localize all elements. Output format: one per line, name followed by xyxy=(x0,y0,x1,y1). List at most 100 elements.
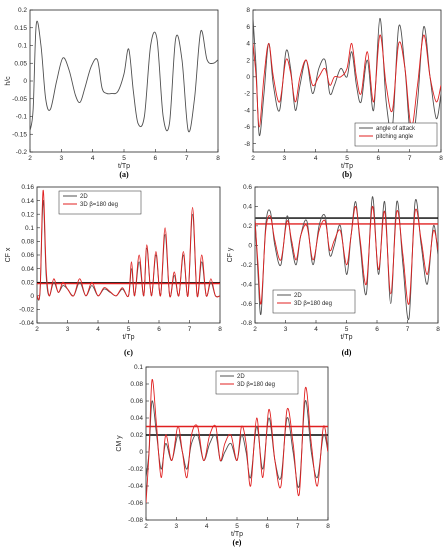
y-tick-label: -0.05 xyxy=(12,96,27,103)
legend: angle of attack pitching angle xyxy=(354,122,438,147)
panel-label: (c) xyxy=(124,348,133,357)
x-tick-label: 3 xyxy=(60,155,64,162)
plot-frame xyxy=(29,9,219,153)
x-tick-label: 7 xyxy=(408,155,412,162)
x-tick-label: 6 xyxy=(154,155,158,162)
x-tick-label: 5 xyxy=(127,326,131,333)
y-tick-label: 0 xyxy=(30,293,34,300)
legend-label: 3D β=180 deg xyxy=(237,382,275,388)
y-tick-label: 0.06 xyxy=(21,252,34,259)
y-tick-label: 6 xyxy=(246,24,250,31)
legend-label: angle of attack xyxy=(376,126,416,132)
y-tick-label: 0.4 xyxy=(243,204,252,211)
x-tick-label: 8 xyxy=(326,523,330,530)
y-tick-label: -6 xyxy=(244,124,250,131)
x-tick-label: 8 xyxy=(436,326,440,333)
y-tick-label: 0.14 xyxy=(21,198,34,205)
series-line-1 xyxy=(255,196,438,321)
y-tick-label: 0.04 xyxy=(21,266,34,273)
x-tick-label: 4 xyxy=(314,326,318,333)
y-tick-label: 4 xyxy=(246,41,250,48)
y-tick-label: 0.12 xyxy=(21,211,34,218)
y-tick-label: 0.02 xyxy=(130,432,143,439)
panel-label: (b) xyxy=(342,170,352,179)
x-tick-label: 4 xyxy=(314,155,318,162)
y-axis-label: h/c xyxy=(5,76,12,86)
y-tick-label: 0.6 xyxy=(243,184,252,191)
y-tick-label: -0.04 xyxy=(19,320,34,327)
x-tick-label: 3 xyxy=(175,523,179,530)
x-tick-label: 2 xyxy=(253,326,257,333)
y-tick-label: 0.16 xyxy=(21,184,34,191)
y-tick-label: 0.1 xyxy=(25,225,34,232)
legend-box xyxy=(272,289,356,314)
x-tick-label: 5 xyxy=(235,523,239,530)
y-tick-label: -0.2 xyxy=(16,149,28,156)
y-axis-label: CM y xyxy=(116,435,123,452)
y-tick-label: 0 xyxy=(23,78,27,85)
x-tick-label: 4 xyxy=(205,523,209,530)
y-tick-label: -0.1 xyxy=(16,114,28,121)
y-tick-label: -0.02 xyxy=(19,307,34,314)
legend: 2D 3D β=180 deg xyxy=(58,190,142,215)
x-tick-label: 4 xyxy=(91,155,95,162)
y-tick-label: -0.02 xyxy=(128,466,143,473)
legend: 2D 3D β=180 deg xyxy=(272,289,356,314)
chart-b: 2 3 4 5 6 7 8 -8 -6 -4 -2 0 2 4 6 8 t/Tp angle of attack p… xyxy=(244,7,443,179)
y-tick-label: 0.05 xyxy=(14,60,27,67)
x-tick-label: 3 xyxy=(66,326,70,333)
x-tick-label: 5 xyxy=(345,155,349,162)
x-tick-label: 3 xyxy=(283,155,287,162)
x-tick-label: 6 xyxy=(157,326,161,333)
legend-box xyxy=(58,190,142,215)
legend-label: 2D xyxy=(80,194,88,200)
legend-label: 2D xyxy=(237,374,245,380)
x-tick-label: 2 xyxy=(251,155,255,162)
y-tick-label: 0 xyxy=(139,449,143,456)
x-axis-label: t/Tp xyxy=(231,531,243,538)
y-tick-label: 2 xyxy=(246,57,250,64)
y-tick-label: -4 xyxy=(244,107,250,114)
x-tick-label: 2 xyxy=(144,523,148,530)
x-tick-label: 8 xyxy=(218,326,222,333)
legend-label: 2D xyxy=(294,293,302,299)
y-tick-label: -0.04 xyxy=(128,483,143,490)
y-tick-label: -0.6 xyxy=(241,301,253,308)
y-tick-label: 0.08 xyxy=(130,381,143,388)
chart-c: 2 3 4 5 6 7 8 -0.04 -0.02 0 0.02 0.04 0.06 0.08 0.1 0.1… xyxy=(5,184,222,357)
legend-label: 3D β=180 deg xyxy=(80,202,118,208)
y-tick-label: 0.2 xyxy=(18,7,27,14)
x-tick-label: 7 xyxy=(188,326,192,333)
y-tick-label: 0.2 xyxy=(243,223,252,230)
x-axis-label: t/Tp xyxy=(122,334,134,341)
x-tick-label: 5 xyxy=(122,155,126,162)
y-tick-label: -0.15 xyxy=(12,131,27,138)
x-tick-label: 7 xyxy=(185,155,189,162)
y-axis-label: CF y xyxy=(227,247,234,262)
legend-box xyxy=(215,370,299,395)
series-line-2 xyxy=(37,189,220,301)
x-tick-label: 7 xyxy=(296,523,300,530)
y-tick-label: -0.2 xyxy=(241,262,253,269)
x-tick-label: 8 xyxy=(216,155,220,162)
panel-label: (e) xyxy=(233,538,242,547)
chart-d: 2 3 4 5 6 7 8 -0.8 -0.6 -0.4 -0.2 0 0.2 0.4 0.6 t/Tp CF … xyxy=(227,184,440,357)
legend-label: pitching angle xyxy=(376,134,414,140)
legend-label: 3D β=180 deg xyxy=(294,301,332,307)
x-tick-label: 7 xyxy=(406,326,410,333)
legend: 2D 3D β=180 deg xyxy=(215,370,299,395)
x-tick-label: 4 xyxy=(96,326,100,333)
y-tick-label: 0.1 xyxy=(134,364,143,371)
x-tick-label: 6 xyxy=(377,155,381,162)
y-tick-label: 0 xyxy=(248,242,252,249)
x-axis-label: t/Tp xyxy=(341,163,353,170)
x-axis-label: t/Tp xyxy=(340,334,352,341)
panel-label: (a) xyxy=(119,170,129,179)
y-tick-label: 8 xyxy=(246,7,250,14)
x-tick-label: 5 xyxy=(345,326,349,333)
x-tick-label: 6 xyxy=(375,326,379,333)
y-tick-label: 0.06 xyxy=(130,398,143,405)
y-tick-label: -0.4 xyxy=(241,281,253,288)
series-line-2 xyxy=(255,205,438,305)
y-tick-label: 0.04 xyxy=(130,415,143,422)
